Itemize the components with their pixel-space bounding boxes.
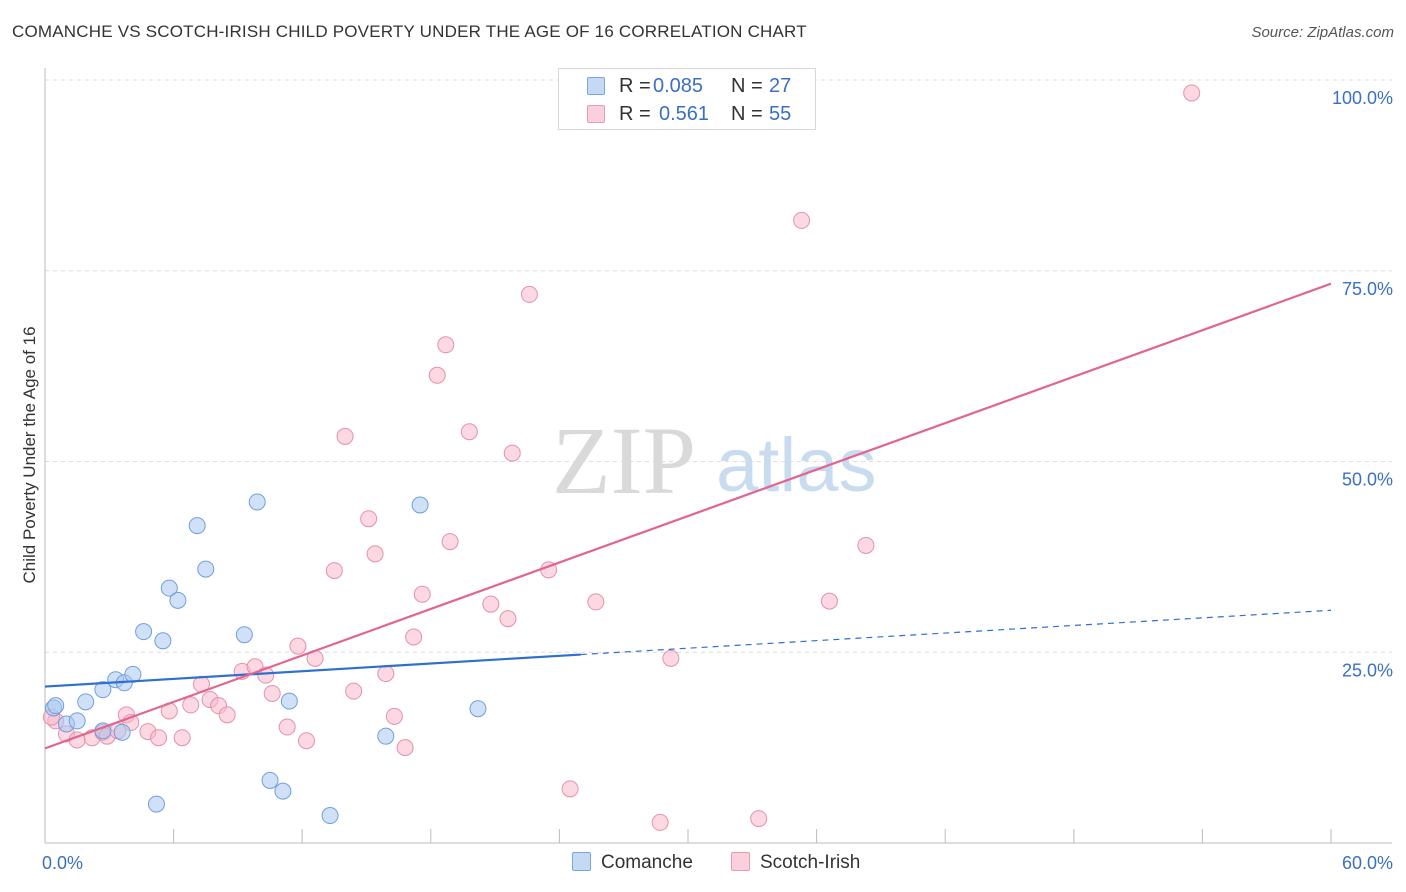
comanche-swatch-icon bbox=[572, 852, 591, 871]
data-point-scotch-irish bbox=[366, 545, 384, 563]
data-point-comanche bbox=[274, 782, 292, 800]
data-point-scotch-irish bbox=[218, 706, 236, 724]
data-point-comanche bbox=[135, 623, 153, 641]
data-point-comanche bbox=[77, 693, 95, 711]
legend-n-value: 27 bbox=[769, 75, 792, 97]
points-layer bbox=[42, 84, 1201, 831]
data-point-scotch-irish bbox=[1183, 84, 1201, 102]
data-point-scotch-irish bbox=[437, 336, 455, 354]
data-point-comanche bbox=[113, 723, 131, 741]
watermark: ZIP atlas bbox=[552, 407, 877, 514]
data-point-scotch-irish bbox=[325, 562, 343, 580]
grid-layer bbox=[45, 79, 1392, 653]
legend-n-value: 55 bbox=[769, 103, 792, 125]
data-point-comanche bbox=[411, 496, 429, 514]
data-point-scotch-irish bbox=[587, 593, 605, 611]
tick-label-layer: 25.0% 50.0% 75.0% 100.0% 0.0% 60.0% bbox=[42, 88, 1393, 873]
data-point-scotch-irish bbox=[263, 684, 281, 702]
legend-item-scotch-irish[interactable]: Scotch-Irish bbox=[731, 852, 860, 874]
y-tick-label: 75.0% bbox=[1342, 279, 1393, 299]
data-point-comanche bbox=[248, 493, 266, 511]
data-point-comanche bbox=[160, 579, 178, 597]
legend-r-label: R = bbox=[619, 103, 651, 125]
data-point-scotch-irish bbox=[520, 285, 538, 303]
data-point-scotch-irish bbox=[278, 718, 296, 736]
data-point-comanche bbox=[377, 727, 395, 745]
chart-title: COMANCHE VS SCOTCH-IRISH CHILD POVERTY U… bbox=[12, 22, 807, 41]
trendline-comanche-extension bbox=[580, 609, 1332, 656]
data-point-scotch-irish bbox=[150, 729, 168, 747]
data-point-scotch-irish bbox=[360, 510, 378, 528]
y-tick-label: 25.0% bbox=[1342, 660, 1393, 680]
scotch-irish-swatch-icon bbox=[587, 105, 605, 123]
trend-layer bbox=[44, 282, 1332, 750]
x-tick-label-max: 60.0% bbox=[1342, 853, 1393, 873]
data-point-scotch-irish bbox=[182, 696, 200, 714]
data-point-comanche bbox=[469, 700, 487, 718]
legend-r-label: R = bbox=[619, 75, 651, 97]
data-point-comanche bbox=[280, 692, 298, 710]
data-point-scotch-irish bbox=[482, 595, 500, 613]
data-point-comanche bbox=[154, 632, 172, 650]
data-point-scotch-irish bbox=[297, 732, 315, 750]
data-point-comanche bbox=[68, 712, 86, 730]
data-point-scotch-irish bbox=[460, 423, 478, 441]
series-legend: Comanche Scotch-Irish bbox=[0, 852, 1406, 878]
legend-item-label: Comanche bbox=[601, 852, 693, 873]
data-point-comanche bbox=[188, 517, 206, 535]
trendline-scotch-irish bbox=[44, 282, 1332, 750]
data-point-comanche bbox=[197, 560, 215, 578]
legend-row-comanche: R = 0.085 N = 27 bbox=[559, 73, 815, 101]
data-point-scotch-irish bbox=[503, 444, 521, 462]
data-point-comanche bbox=[94, 681, 112, 699]
y-tick-label: 100.0% bbox=[1332, 88, 1393, 108]
data-point-comanche bbox=[169, 591, 187, 609]
watermark-zip-text: ZIP bbox=[552, 407, 696, 514]
data-point-comanche bbox=[321, 807, 339, 825]
data-point-scotch-irish bbox=[289, 637, 307, 655]
data-point-scotch-irish bbox=[793, 211, 811, 229]
legend-item-comanche[interactable]: Comanche bbox=[572, 852, 693, 874]
legend-r-value: 0.561 bbox=[659, 103, 710, 125]
scotch-irish-swatch-icon bbox=[731, 852, 750, 871]
trendline-comanche bbox=[44, 653, 581, 688]
data-point-comanche bbox=[147, 795, 165, 813]
legend-item-label: Scotch-Irish bbox=[760, 852, 861, 873]
legend-r-value: 0.085 bbox=[653, 75, 704, 97]
data-point-scotch-irish bbox=[428, 366, 446, 384]
data-point-scotch-irish bbox=[345, 682, 363, 700]
correlation-legend: R = 0.085 N = 27 R = 0.561 N = 55 bbox=[558, 68, 816, 130]
source-label: Source: ZipAtlas.com bbox=[1251, 24, 1394, 41]
legend-row-scotch-irish: R = 0.561 N = 55 bbox=[559, 101, 815, 129]
legend-n-label: N = bbox=[731, 75, 763, 97]
data-point-scotch-irish bbox=[413, 585, 431, 603]
data-point-scotch-irish bbox=[662, 649, 680, 667]
data-point-comanche bbox=[235, 626, 253, 644]
comanche-swatch-icon bbox=[587, 77, 605, 95]
data-point-scotch-irish bbox=[336, 427, 354, 445]
data-point-scotch-irish bbox=[651, 813, 669, 831]
x-tick-label-min: 0.0% bbox=[42, 853, 83, 873]
data-point-scotch-irish bbox=[857, 536, 875, 554]
data-point-scotch-irish bbox=[377, 665, 395, 683]
legend-n-label: N = bbox=[731, 103, 763, 125]
data-point-comanche bbox=[261, 771, 279, 789]
data-point-scotch-irish bbox=[385, 707, 403, 725]
y-tick-label: 50.0% bbox=[1342, 470, 1393, 490]
data-point-scotch-irish bbox=[750, 810, 768, 828]
data-point-scotch-irish bbox=[499, 610, 517, 628]
data-point-comanche bbox=[47, 697, 65, 715]
data-point-scotch-irish bbox=[561, 780, 579, 798]
data-point-scotch-irish bbox=[820, 592, 838, 610]
data-point-scotch-irish bbox=[396, 739, 414, 757]
data-point-scotch-irish bbox=[405, 628, 423, 646]
watermark-atlas-text: atlas bbox=[716, 423, 877, 508]
data-point-scotch-irish bbox=[173, 729, 191, 747]
data-point-scotch-irish bbox=[441, 533, 459, 551]
